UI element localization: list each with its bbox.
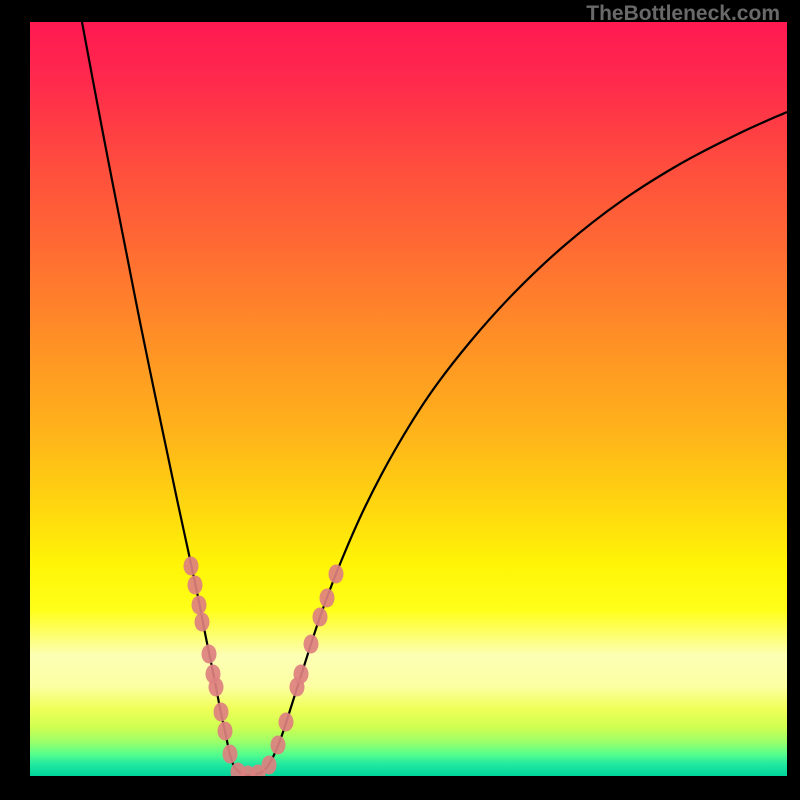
plot-area	[30, 22, 787, 776]
data-marker	[209, 678, 224, 697]
data-marker	[320, 589, 335, 608]
curve-left	[82, 22, 245, 775]
data-marker	[218, 722, 233, 741]
data-marker	[279, 713, 294, 732]
data-marker	[214, 703, 229, 722]
data-marker	[262, 756, 277, 775]
data-marker	[271, 736, 286, 755]
watermark-label: TheBottleneck.com	[586, 2, 780, 26]
data-marker	[195, 613, 210, 632]
curve-layer	[30, 22, 787, 776]
data-marker	[202, 645, 217, 664]
data-marker	[294, 665, 309, 684]
data-markers	[184, 557, 344, 777]
data-marker	[329, 565, 344, 584]
data-marker	[184, 557, 199, 576]
data-marker	[223, 745, 238, 764]
data-marker	[304, 635, 319, 654]
curve-right	[245, 112, 787, 775]
data-marker	[313, 608, 328, 627]
data-marker	[188, 576, 203, 595]
data-marker	[192, 596, 207, 615]
